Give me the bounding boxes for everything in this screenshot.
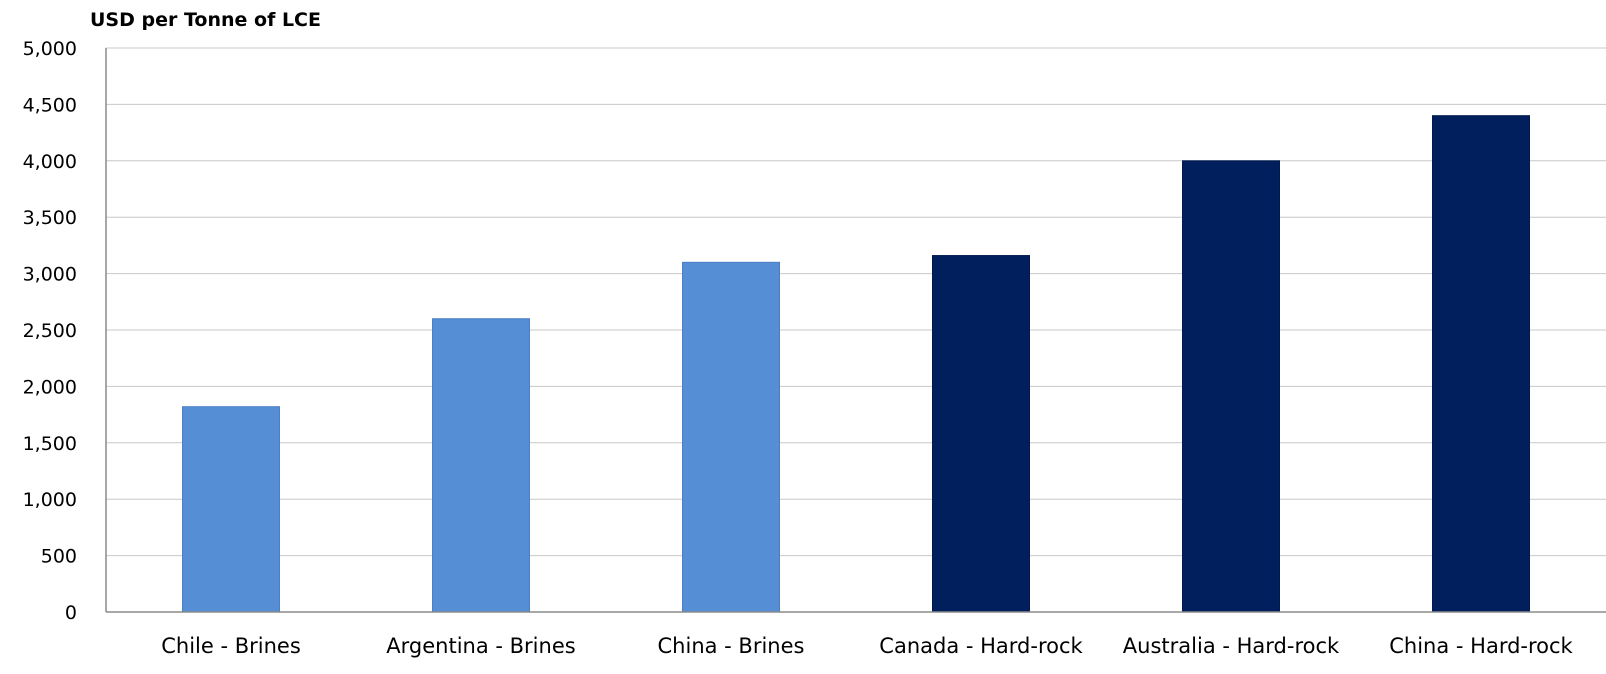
- y-tick-label: 4,500: [23, 94, 77, 116]
- y-tick-label: 1,500: [23, 433, 77, 455]
- y-tick-label: 500: [41, 546, 77, 568]
- gridlines: [106, 47, 1606, 557]
- x-category-label: China - Brines: [658, 634, 805, 658]
- bar: [1182, 160, 1280, 613]
- x-axis-categories: Chile - Brines Argentina - Brines China - …: [161, 634, 1573, 658]
- x-category-label: Canada - Hard-rock: [879, 634, 1083, 658]
- y-axis-title: USD per Tonne of LCE: [90, 9, 321, 31]
- x-category-label: Argentina - Brines: [386, 634, 575, 658]
- y-tick-label: 3,500: [23, 207, 77, 229]
- y-tick-label: 3,000: [23, 264, 77, 286]
- y-tick-label: 2,500: [23, 320, 77, 342]
- bar: [432, 318, 530, 613]
- y-tick-label: 4,000: [23, 151, 77, 173]
- bar: [682, 261, 780, 613]
- bar: [182, 406, 280, 613]
- y-axis-ticks: 0 500 1,000 1,500 2,000 2,500 3,000 3,500 4,000 4…: [23, 38, 77, 624]
- bar: [932, 255, 1030, 613]
- y-tick-label: 1,000: [23, 489, 77, 511]
- bars: [182, 115, 1530, 613]
- y-tick-label: 2,000: [23, 376, 77, 398]
- y-tick-label: 0: [65, 602, 77, 624]
- bar: [1432, 115, 1530, 613]
- x-category-label: Australia - Hard-rock: [1123, 634, 1340, 658]
- x-category-label: China - Hard-rock: [1389, 634, 1573, 658]
- y-tick-label: 5,000: [23, 38, 77, 60]
- axes: [105, 48, 1606, 613]
- x-category-label: Chile - Brines: [161, 634, 301, 658]
